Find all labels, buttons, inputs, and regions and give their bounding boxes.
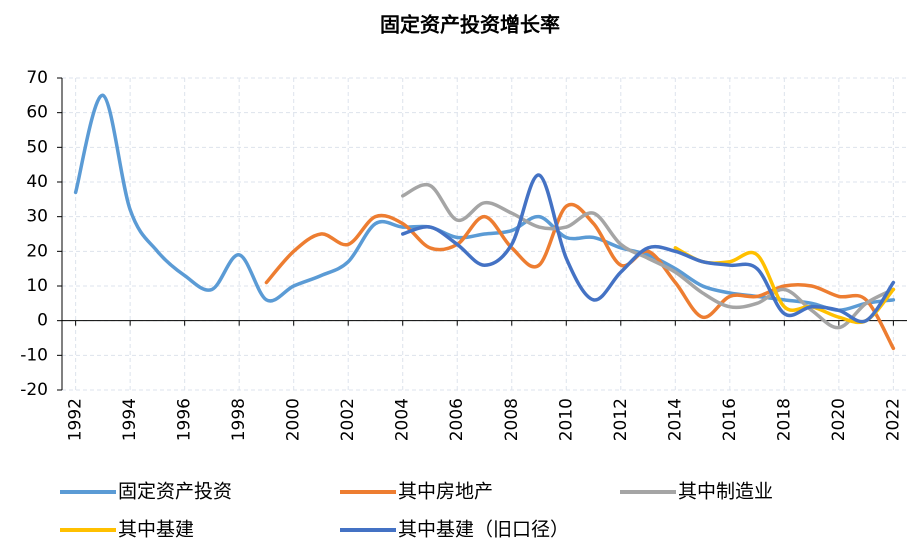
series-line [400,182,896,330]
y-tick-label: 60 [26,103,48,123]
series-line [400,173,896,324]
y-tick-label: 40 [26,172,48,192]
chart-title: 固定资产投资增长率 [380,13,560,37]
x-tick-label: 2008 [502,398,522,441]
x-tick-label: 2002 [338,398,358,441]
x-tick-label: 2000 [284,398,304,441]
x-tick-label: 1996 [175,398,195,441]
series-line [264,202,896,351]
legend-label: 其中制造业 [678,481,773,503]
x-tick-label: 1998 [229,398,249,441]
x-tick-label: 1994 [120,398,140,441]
y-tick-label: 20 [26,241,48,261]
plot-area [73,93,896,351]
y-tick-label: 0 [37,311,48,331]
x-tick-label: 2018 [774,398,794,441]
y-tick-label: -10 [20,345,48,365]
y-tick-label: 50 [26,137,48,157]
x-tick-label: 2016 [720,398,740,441]
x-tick-label: 1992 [66,398,86,441]
x-tick-label: 2022 [883,398,903,441]
legend-label: 固定资产投资 [118,481,232,503]
x-tick-label: 2020 [829,398,849,441]
y-tick-label: 10 [26,276,48,296]
y-tick-label: 70 [26,68,48,88]
x-tick-label: 2004 [393,398,413,441]
legend-label: 其中房地产 [398,481,493,503]
x-tick-label: 2010 [556,398,576,441]
legend-label: 其中基建 [118,519,194,541]
x-tick-label: 2012 [611,398,631,441]
x-tick-label: 2014 [665,398,685,441]
y-tick-label: -20 [20,380,48,400]
x-tick-label: 2006 [447,398,467,441]
y-tick-label: 30 [26,207,48,227]
grid: -20 -10 0 10 20 30 40 50 60 70 1992 1994 1996 1998 200… [20,68,907,441]
legend-label: 其中基建（旧口径） [398,519,569,541]
